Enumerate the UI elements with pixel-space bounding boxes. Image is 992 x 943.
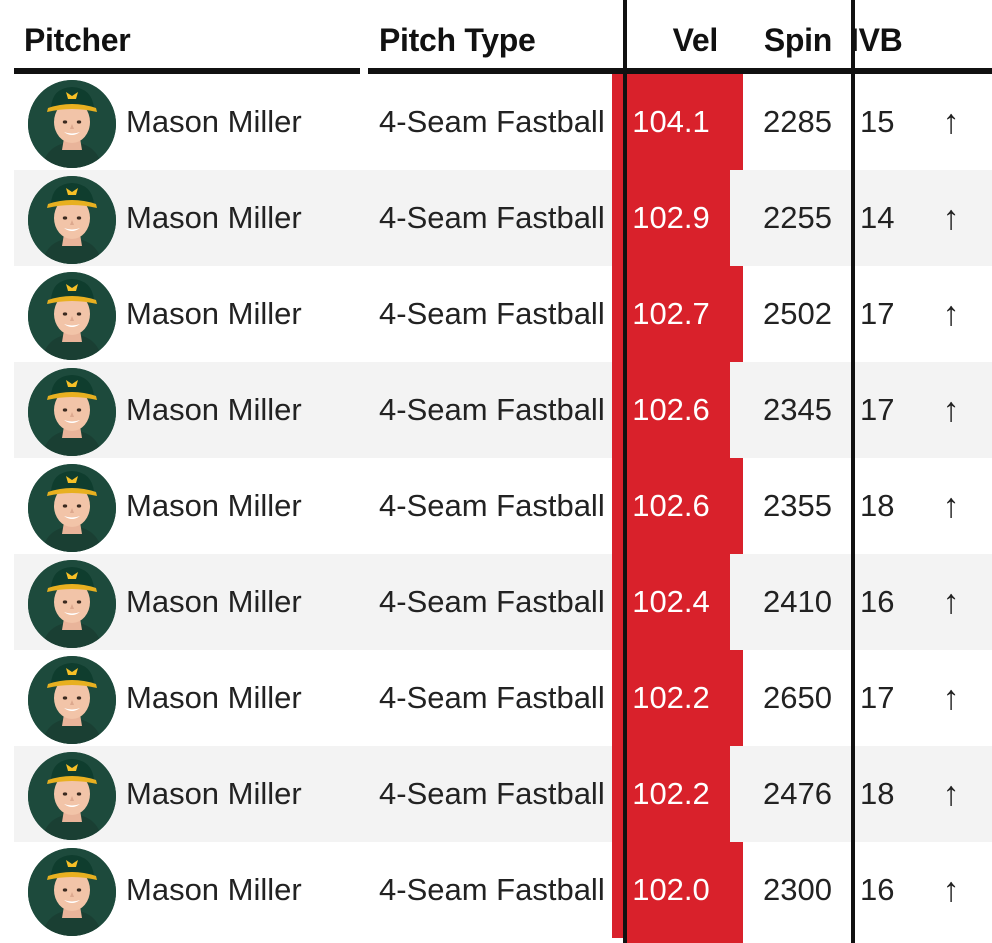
spin-value: 2355 bbox=[763, 488, 832, 523]
spin-value: 2300 bbox=[763, 872, 832, 907]
ivb-value: 14 bbox=[860, 200, 895, 235]
pitcher-name[interactable]: Mason Miller bbox=[126, 104, 302, 139]
headshot-svg bbox=[28, 80, 116, 168]
spin-value: 2255 bbox=[763, 200, 832, 235]
arrow-up-icon: ↑ bbox=[942, 871, 960, 909]
table-row[interactable]: Mason Miller 4-Seam Fastball 102.4 2410 … bbox=[14, 554, 992, 650]
velocity-value: 102.4 bbox=[612, 554, 730, 650]
spin-value: 2476 bbox=[763, 776, 832, 811]
table-row[interactable]: Mason Miller 4-Seam Fastball 102.7 2502 … bbox=[14, 266, 992, 362]
spin-value: 2345 bbox=[763, 392, 832, 427]
ivb-value: 18 bbox=[860, 488, 895, 523]
pitcher-name[interactable]: Mason Miller bbox=[126, 488, 302, 523]
player-headshot-icon bbox=[28, 176, 116, 264]
velocity-value: 104.1 bbox=[612, 74, 730, 170]
table-row[interactable]: Mason Miller 4-Seam Fastball 102.2 2650 … bbox=[14, 650, 992, 746]
headshot-svg bbox=[28, 560, 116, 648]
spin-value: 2502 bbox=[763, 296, 832, 331]
arrow-up-icon: ↑ bbox=[942, 391, 960, 429]
table-header: Pitcher Pitch Type Vel Spin IVB bbox=[14, 0, 992, 74]
header-divider-gap bbox=[360, 62, 368, 76]
pitch-type: 4-Seam Fastball bbox=[379, 104, 605, 139]
pitcher-name[interactable]: Mason Miller bbox=[126, 776, 302, 811]
pitcher-name[interactable]: Mason Miller bbox=[126, 872, 302, 907]
headshot-svg bbox=[28, 368, 116, 456]
arrow-up-icon: ↑ bbox=[942, 775, 960, 813]
header-pitch-type[interactable]: Pitch Type bbox=[379, 22, 536, 58]
headshot-svg bbox=[28, 752, 116, 840]
arrow-up-icon: ↑ bbox=[942, 103, 960, 141]
velocity-value: 102.2 bbox=[612, 650, 730, 746]
ivb-value: 17 bbox=[860, 296, 895, 331]
pitch-type: 4-Seam Fastball bbox=[379, 392, 605, 427]
pitch-type: 4-Seam Fastball bbox=[379, 200, 605, 235]
spin-value: 2285 bbox=[763, 104, 832, 139]
pitcher-name[interactable]: Mason Miller bbox=[126, 392, 302, 427]
headshot-svg bbox=[28, 176, 116, 264]
ivb-value: 18 bbox=[860, 776, 895, 811]
arrow-up-icon: ↑ bbox=[942, 487, 960, 525]
ivb-value: 16 bbox=[860, 584, 895, 619]
ivb-value: 17 bbox=[860, 392, 895, 427]
pitch-type: 4-Seam Fastball bbox=[379, 584, 605, 619]
arrow-up-icon: ↑ bbox=[942, 583, 960, 621]
velocity-value: 102.7 bbox=[612, 266, 730, 362]
player-headshot-icon bbox=[28, 560, 116, 648]
pitch-type: 4-Seam Fastball bbox=[379, 680, 605, 715]
table-row[interactable]: Mason Miller 4-Seam Fastball 104.1 2285 … bbox=[14, 74, 992, 170]
player-headshot-icon bbox=[28, 368, 116, 456]
headshot-svg bbox=[28, 656, 116, 744]
pitch-type: 4-Seam Fastball bbox=[379, 296, 605, 331]
spin-value: 2410 bbox=[763, 584, 832, 619]
header-ivb[interactable]: IVB bbox=[850, 22, 903, 58]
velocity-value: 102.2 bbox=[612, 746, 730, 842]
header-pitcher[interactable]: Pitcher bbox=[24, 22, 131, 58]
ivb-value: 17 bbox=[860, 680, 895, 715]
table-row[interactable]: Mason Miller 4-Seam Fastball 102.6 2355 … bbox=[14, 458, 992, 554]
velocity-value: 102.0 bbox=[612, 842, 730, 938]
pitcher-name[interactable]: Mason Miller bbox=[126, 680, 302, 715]
pitch-type: 4-Seam Fastball bbox=[379, 872, 605, 907]
pitch-table: Pitcher Pitch Type Vel Spin IVB Mason Mi bbox=[14, 0, 992, 943]
pitch-type: 4-Seam Fastball bbox=[379, 776, 605, 811]
ivb-value: 16 bbox=[860, 872, 895, 907]
player-headshot-icon bbox=[28, 848, 116, 936]
velocity-value: 102.6 bbox=[612, 458, 730, 554]
pitcher-name[interactable]: Mason Miller bbox=[126, 200, 302, 235]
arrow-up-icon: ↑ bbox=[942, 199, 960, 237]
velocity-value: 102.9 bbox=[612, 170, 730, 266]
spin-value: 2650 bbox=[763, 680, 832, 715]
table-row[interactable]: Mason Miller 4-Seam Fastball 102.6 2345 … bbox=[14, 362, 992, 458]
table-body: Mason Miller 4-Seam Fastball 104.1 2285 … bbox=[14, 74, 992, 938]
table-row[interactable]: Mason Miller 4-Seam Fastball 102.0 2300 … bbox=[14, 842, 992, 938]
player-headshot-icon bbox=[28, 80, 116, 168]
pitch-type: 4-Seam Fastball bbox=[379, 488, 605, 523]
table-row[interactable]: Mason Miller 4-Seam Fastball 102.2 2476 … bbox=[14, 746, 992, 842]
player-headshot-icon bbox=[28, 752, 116, 840]
player-headshot-icon bbox=[28, 272, 116, 360]
player-headshot-icon bbox=[28, 464, 116, 552]
arrow-up-icon: ↑ bbox=[942, 679, 960, 717]
ivb-value: 15 bbox=[860, 104, 895, 139]
velocity-value: 102.6 bbox=[612, 362, 730, 458]
pitcher-name[interactable]: Mason Miller bbox=[126, 584, 302, 619]
headshot-svg bbox=[28, 848, 116, 936]
pitcher-name[interactable]: Mason Miller bbox=[126, 296, 302, 331]
table-row[interactable]: Mason Miller 4-Seam Fastball 102.9 2255 … bbox=[14, 170, 992, 266]
header-spin[interactable]: Spin bbox=[763, 22, 832, 58]
header-vel[interactable]: Vel bbox=[672, 22, 719, 58]
headshot-svg bbox=[28, 464, 116, 552]
headshot-svg bbox=[28, 272, 116, 360]
player-headshot-icon bbox=[28, 656, 116, 744]
column-divider-vel bbox=[623, 0, 627, 943]
arrow-up-icon: ↑ bbox=[942, 295, 960, 333]
column-divider-ivb bbox=[851, 0, 855, 943]
